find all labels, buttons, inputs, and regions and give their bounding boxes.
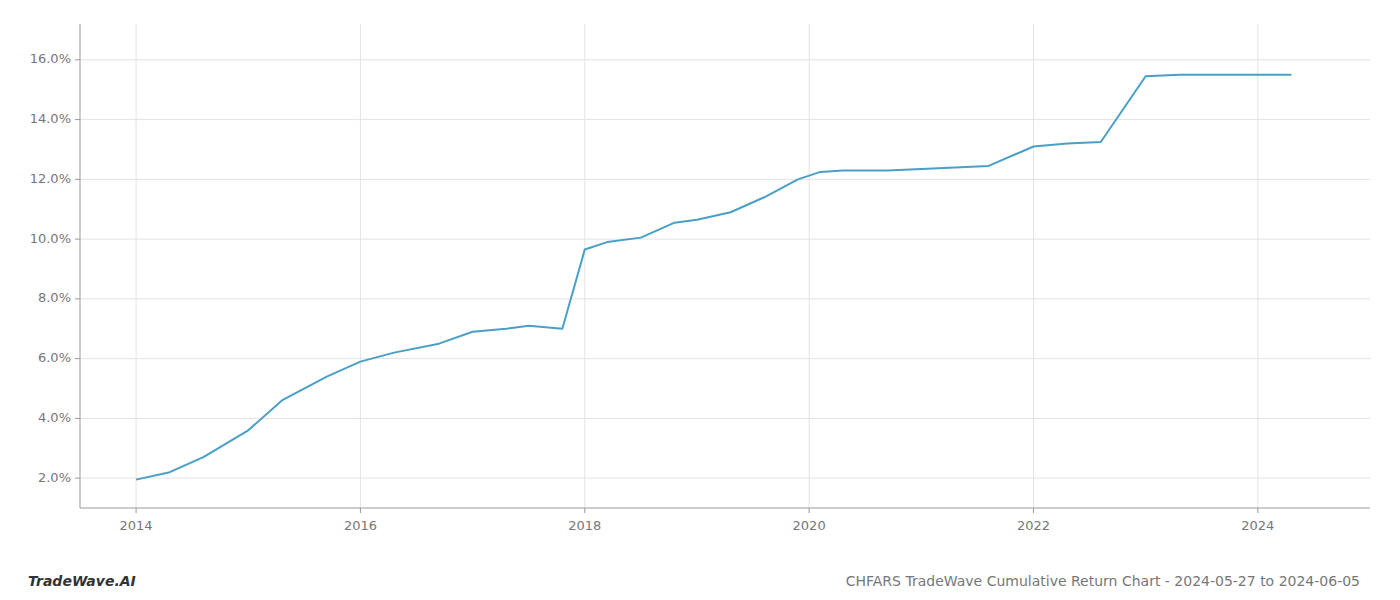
page: {"chart_data": { "type": "line", "title"…: [0, 0, 1400, 600]
grid-line-x: [809, 24, 810, 508]
grid-line-y: [80, 418, 1370, 419]
x-tick: [1033, 508, 1034, 513]
y-tick-label: 6.0%: [38, 350, 71, 365]
grid: [80, 24, 1370, 508]
grid-line-y: [80, 239, 1370, 240]
grid-line-x: [360, 24, 361, 508]
y-tick-label: 2.0%: [38, 470, 71, 485]
series-group: [136, 75, 1291, 480]
chart-svg: 2.0% 4.0% 6.0% 8.0% 10.0% 12.0% 14.0% 16.0% 2014…: [0, 0, 1400, 600]
x-tick-label: 2024: [1241, 518, 1274, 533]
y-tick-label: 16.0%: [30, 51, 71, 66]
y-tick-label: 8.0%: [38, 290, 71, 305]
grid-line-y: [80, 298, 1370, 299]
grid-line-x: [584, 24, 585, 508]
line: [136, 75, 1291, 480]
y-tick-label: 4.0%: [38, 410, 71, 425]
y-tick-label: 12.0%: [30, 171, 71, 186]
y-tick: [75, 478, 80, 479]
grid-line-y: [80, 179, 1370, 180]
y-tick-label: 14.0%: [30, 111, 71, 126]
axes: 2.0% 4.0% 6.0% 8.0% 10.0% 12.0% 14.0% 16.0% 2014…: [30, 24, 1370, 533]
x-tick-label: 2020: [793, 518, 826, 533]
background: [0, 0, 1400, 600]
x-tick: [1257, 508, 1258, 513]
grid-line-y: [80, 358, 1370, 359]
y-axis-line: [80, 24, 81, 508]
y-tick: [75, 119, 80, 120]
x-tick: [584, 508, 585, 513]
grid-line-y: [80, 478, 1370, 479]
title: CHFARS TradeWave Cumulative Return Chart…: [846, 573, 1360, 589]
x-axis-line: [80, 508, 1370, 509]
watermark: TradeWave.AI: [28, 573, 136, 589]
grid-line-x: [136, 24, 137, 508]
y-tick: [75, 239, 80, 240]
y-tick: [75, 298, 80, 299]
grid-line-y: [80, 119, 1370, 120]
grid-line-x: [1257, 24, 1258, 508]
chart-container: 2.0% 4.0% 6.0% 8.0% 10.0% 12.0% 14.0% 16.0% 2014…: [0, 0, 1400, 600]
x-tick-label: 2018: [568, 518, 601, 533]
x-tick-label: 2014: [120, 518, 153, 533]
y-tick: [75, 418, 80, 419]
x-tick: [360, 508, 361, 513]
x-tick-label: 2016: [344, 518, 377, 533]
x-tick: [809, 508, 810, 513]
y-tick: [75, 358, 80, 359]
grid-line-y: [80, 59, 1370, 60]
y-tick: [75, 179, 80, 180]
x-tick-label: 2022: [1017, 518, 1050, 533]
y-tick: [75, 59, 80, 60]
x-tick: [136, 508, 137, 513]
y-tick-label: 10.0%: [30, 231, 71, 246]
grid-line-x: [1033, 24, 1034, 508]
